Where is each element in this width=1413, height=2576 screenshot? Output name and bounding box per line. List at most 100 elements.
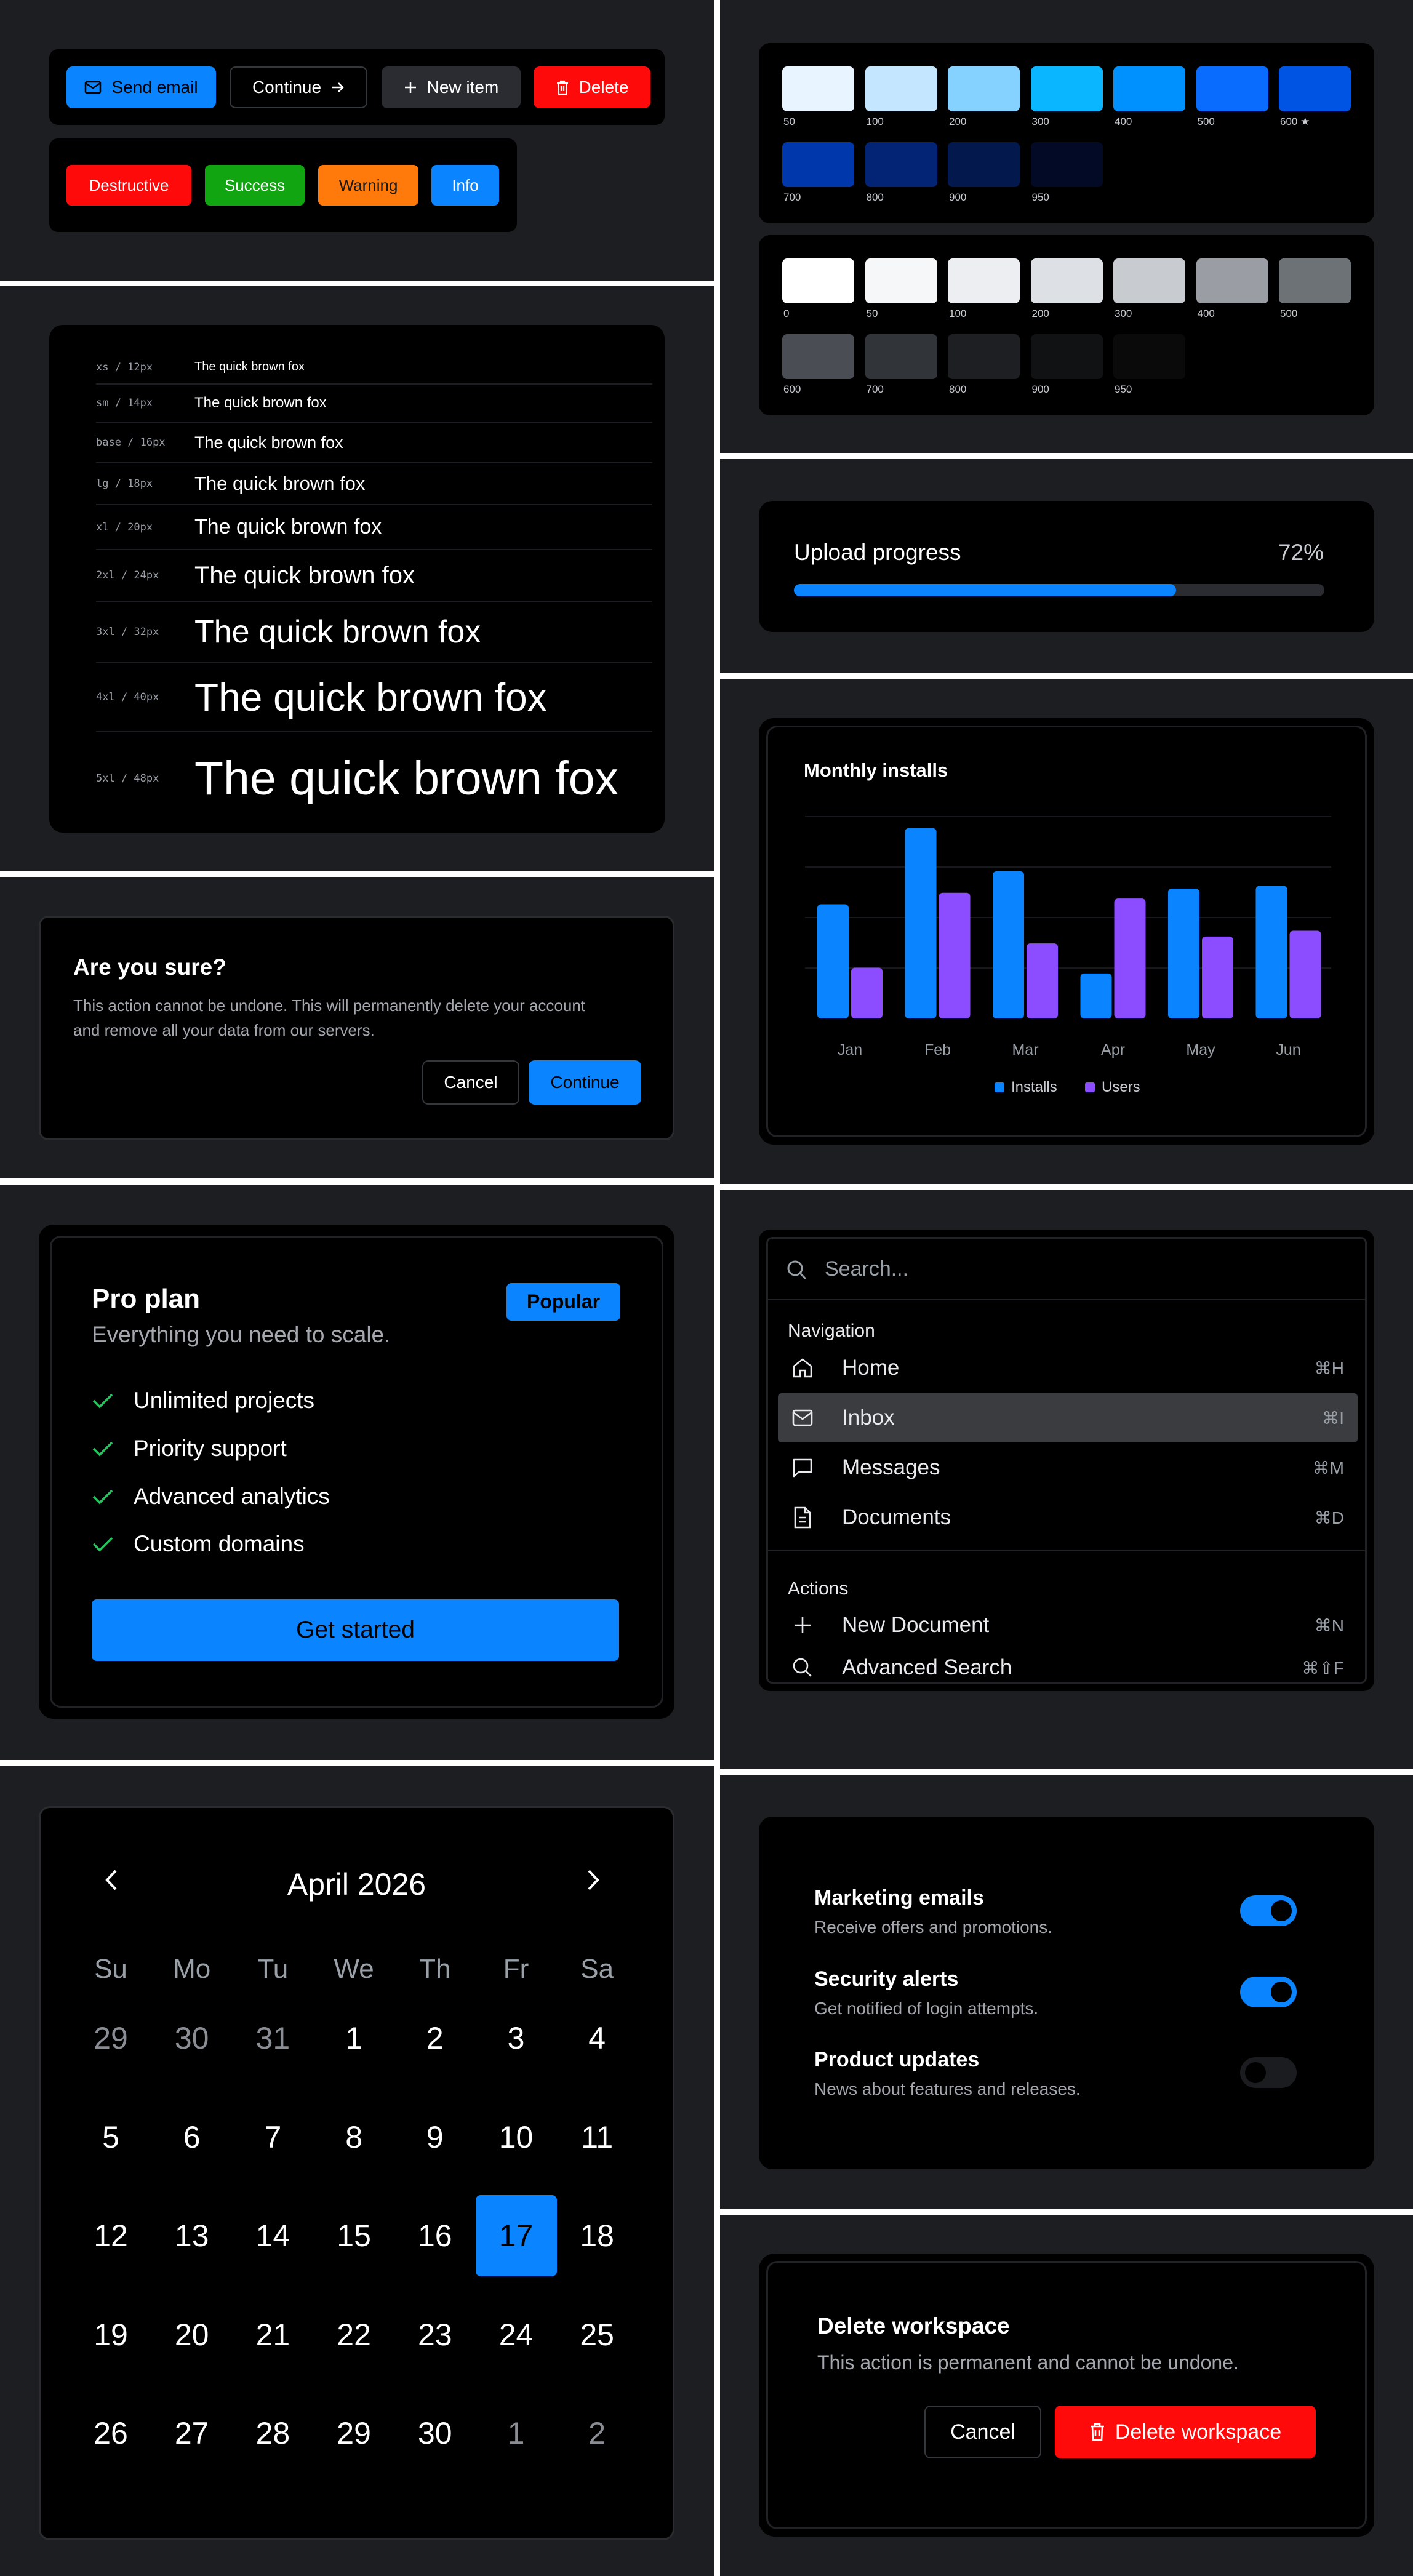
command-item-advanced-search[interactable]: Advanced Search ⌘⇧F <box>778 1650 1358 1685</box>
swatch-label: 500 <box>1280 308 1298 319</box>
x-tick-label: Apr <box>1101 1041 1125 1058</box>
x-tick-label: Mar <box>1012 1041 1038 1058</box>
search-input[interactable]: Search... <box>825 1257 909 1281</box>
delete-workspace-panel: Delete workspace This action is permanen… <box>720 2215 1413 2576</box>
feature-item: Unlimited projects <box>92 1388 314 1414</box>
mail-icon <box>85 81 102 94</box>
legend-label: Users <box>1102 1079 1140 1095</box>
calendar-day[interactable]: 20 <box>174 2317 209 2352</box>
calendar-day[interactable]: 7 <box>264 2119 282 2154</box>
dialog-continue-button[interactable]: Continue <box>529 1060 641 1105</box>
calendar-day[interactable]: 15 <box>337 2218 371 2253</box>
calendar-day[interactable]: 4 <box>588 2021 606 2055</box>
chevron-right-icon[interactable] <box>584 1868 602 1892</box>
calendar-day[interactable]: 9 <box>426 2119 444 2154</box>
command-item-documents[interactable]: Documents ⌘D <box>778 1493 1358 1542</box>
calendar-day[interactable]: 31 <box>255 2021 290 2055</box>
weekday-label: Fr <box>503 1954 529 1984</box>
swatch-label: 200 <box>949 116 967 127</box>
color-swatch <box>1196 258 1268 303</box>
security-alerts-toggle[interactable] <box>1240 1977 1297 2007</box>
upload-panel: Upload progress 72% <box>720 459 1413 673</box>
calendar-day[interactable]: 28 <box>255 2416 290 2450</box>
calendar-day[interactable]: 5 <box>102 2119 119 2154</box>
delete-workspace-dialog: Delete workspace This action is permanen… <box>766 2261 1367 2529</box>
marketing-emails-toggle[interactable] <box>1240 1895 1297 1926</box>
message-icon <box>790 1455 815 1480</box>
calendar-day[interactable]: 26 <box>94 2416 128 2450</box>
calendar-day[interactable]: 30 <box>417 2416 452 2450</box>
calendar-day[interactable]: 25 <box>580 2317 614 2352</box>
calendar-day[interactable]: 11 <box>581 2119 614 2154</box>
weekday-label: Tu <box>257 1954 289 1984</box>
calendar-day[interactable]: 27 <box>174 2416 209 2450</box>
blue-palette: 50 100 200 300 400 500 600 ★ 700 800 900 950 <box>759 43 1374 223</box>
search-row[interactable]: Search... <box>768 1239 1365 1300</box>
setting-product-updates: Product updates News about features and … <box>814 2048 1081 2098</box>
continue-button[interactable]: Continue <box>230 66 367 108</box>
calendar-day[interactable]: 10 <box>498 2119 534 2154</box>
new-item-button[interactable]: New item <box>382 66 521 108</box>
command-item-home[interactable]: Home ⌘H <box>778 1343 1358 1393</box>
calendar-day[interactable]: 16 <box>417 2218 452 2253</box>
calendar-day[interactable]: 13 <box>174 2218 209 2253</box>
pricing-card-outer: Pro plan Everything you need to scale. P… <box>39 1225 674 1719</box>
calendar-day[interactable]: 22 <box>337 2317 371 2352</box>
bar-installs <box>1168 889 1199 1018</box>
search-icon <box>790 1655 815 1680</box>
upload-label: Upload progress <box>794 540 961 565</box>
calendar-day[interactable]: 29 <box>337 2416 371 2450</box>
send-email-button[interactable]: Send email <box>66 66 216 108</box>
plus-icon <box>404 82 416 93</box>
get-started-button[interactable]: Get started <box>92 1599 619 1661</box>
settings-panel: Marketing emails Receive offers and prom… <box>720 1775 1413 2209</box>
legend-swatch <box>1085 1082 1095 1092</box>
color-swatch <box>1113 66 1185 111</box>
calendar-day[interactable]: 30 <box>174 2021 209 2055</box>
type-row-base: base / 16px The quick brown fox <box>96 423 652 463</box>
command-item-new-document[interactable]: New Document ⌘N <box>778 1601 1358 1650</box>
color-swatch <box>782 142 854 187</box>
swatch-label: 800 <box>949 383 967 395</box>
dialog-cancel-button[interactable]: Cancel <box>422 1060 519 1105</box>
command-item-inbox[interactable]: Inbox ⌘I <box>778 1393 1358 1442</box>
command-item-messages[interactable]: Messages ⌘M <box>778 1443 1358 1492</box>
command-card-outer: Search... Navigation Home ⌘H Inbox ⌘I Me… <box>759 1230 1374 1691</box>
product-updates-toggle[interactable] <box>1240 2057 1297 2088</box>
chevron-left-icon[interactable] <box>102 1868 121 1892</box>
delete-cancel-button[interactable]: Cancel <box>924 2406 1041 2458</box>
calendar-day-selected[interactable]: 17 <box>475 2195 557 2276</box>
calendar-day[interactable]: 24 <box>498 2317 534 2352</box>
calendar-day[interactable]: 23 <box>417 2317 452 2352</box>
calendar-day[interactable]: 1 <box>345 2021 362 2055</box>
calendar-day[interactable]: 29 <box>94 2021 128 2055</box>
calendar-day[interactable]: 2 <box>426 2021 444 2055</box>
gray-palette: 0 50 100 200 300 400 500 600 700 800 900 950 <box>759 235 1374 415</box>
calendar-day[interactable]: 18 <box>580 2218 614 2253</box>
bar-users <box>1114 898 1146 1018</box>
swatch-label: 400 <box>1197 308 1215 319</box>
typography-panel: xs / 12px The quick brown fox sm / 14px Th… <box>0 286 714 871</box>
delete-button[interactable]: Delete <box>534 66 650 108</box>
delete-dialog-body: This action is permanent and cannot be u… <box>817 2351 1239 2374</box>
calendar-day[interactable]: 1 <box>507 2416 525 2450</box>
type-row-sm: sm / 14px The quick brown fox <box>96 385 652 423</box>
command-panel: Search... Navigation Home ⌘H Inbox ⌘I Me… <box>720 1190 1413 1769</box>
calendar-day[interactable]: 8 <box>345 2119 362 2154</box>
calendar-day[interactable]: 6 <box>183 2119 201 2154</box>
calendar-day[interactable]: 12 <box>94 2218 128 2253</box>
button-group: Send email Continue New item Delete <box>49 49 665 125</box>
swatch-label: 100 <box>866 116 884 127</box>
plan-title: Pro plan <box>92 1284 201 1314</box>
calendar-day[interactable]: 21 <box>255 2317 290 2352</box>
type-row-2xl: 2xl / 24px The quick brown fox <box>96 550 652 602</box>
calendar-day[interactable]: 14 <box>255 2218 290 2253</box>
check-icon <box>92 1537 113 1552</box>
delete-workspace-button[interactable]: Delete workspace <box>1055 2406 1316 2458</box>
calendar-day[interactable]: 19 <box>94 2317 128 2352</box>
calendar-day[interactable]: 3 <box>507 2021 525 2055</box>
send-email-label: Send email <box>111 78 198 97</box>
color-swatch <box>782 334 854 379</box>
chart-panel: Monthly installs Jan Feb Mar Apr May Jun Instal… <box>720 679 1413 1184</box>
calendar-day[interactable]: 2 <box>588 2416 606 2450</box>
